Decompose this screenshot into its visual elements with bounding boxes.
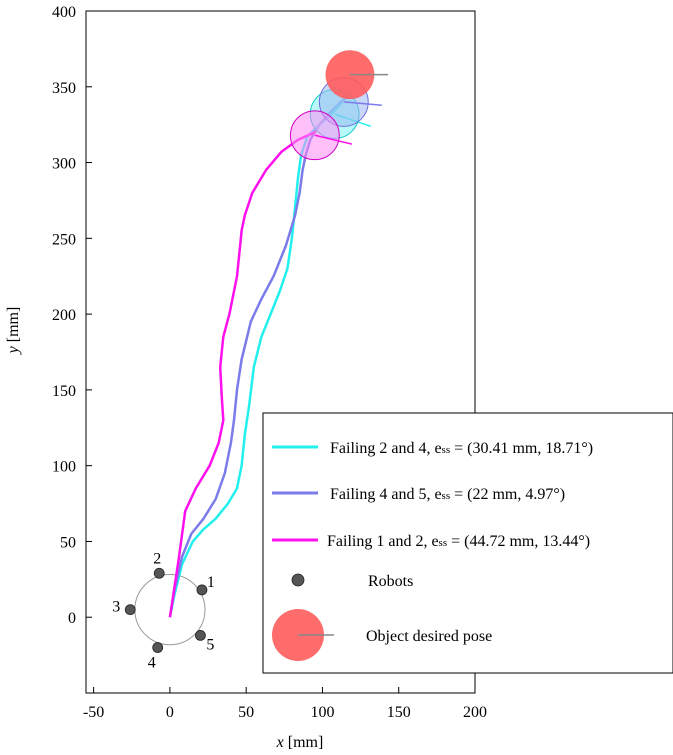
robot-label-5: 5 [206, 636, 214, 653]
y-tick-label: 300 [52, 156, 76, 173]
x-tick-label: 200 [463, 704, 487, 721]
robot-label-2: 2 [153, 550, 161, 567]
x-axis-ticks: -50 0 50 100 150 200 [83, 687, 487, 721]
robot-label-1: 1 [207, 574, 215, 591]
y-tick-label: 200 [52, 307, 76, 324]
x-tick-label: -50 [83, 704, 104, 721]
legend-label-failing-1-2: Failing 1 and 2, ess = (44.72 mm, 13.44°… [327, 533, 590, 550]
legend-swatch-robots [291, 573, 305, 587]
object-desired-pose-marker [325, 50, 389, 100]
plot-layer [124, 50, 389, 653]
y-axis-title: y [mm] [5, 307, 22, 356]
robot-labels: 1 2 3 4 5 [112, 550, 215, 671]
legend: Failing 2 and 4, ess = (30.41 mm, 18.71°… [262, 412, 673, 674]
robot-markers [124, 567, 208, 653]
x-axis-title: x [mm] [276, 734, 324, 751]
x-tick-label: 50 [238, 704, 254, 721]
robot-marker-3 [124, 604, 136, 616]
robot-label-4: 4 [148, 655, 156, 672]
plot-frame [85, 10, 476, 694]
y-tick-label: 100 [52, 459, 76, 476]
legend-label-failing-2-4: Failing 2 and 4, ess = (30.41 mm, 18.71°… [330, 440, 593, 457]
robot-marker-4 [152, 642, 164, 653]
y-tick-label: 150 [52, 383, 76, 400]
y-tick-label: 250 [52, 231, 76, 248]
y-tick-label: 400 [52, 4, 76, 21]
robot-marker-5 [195, 630, 206, 641]
y-tick-label: 350 [52, 80, 76, 97]
y-tick-label: 50 [60, 534, 76, 551]
trajectory-failing-1-2 [168, 131, 316, 618]
robot-marker-1 [196, 584, 208, 596]
x-tick-label: 0 [166, 704, 174, 721]
final-orientation-failing-1-2 [314, 134, 353, 145]
x-tick-label: 150 [387, 704, 411, 721]
robot-label-3: 3 [112, 599, 120, 616]
legend-label-object-desired-pose: Object desired pose [366, 628, 492, 645]
y-tick-label: 0 [68, 610, 76, 627]
x-tick-label: 100 [310, 704, 334, 721]
robot-marker-2 [153, 567, 165, 579]
final-orientation-failing-4-5 [343, 101, 382, 107]
legend-label-robots: Robots [368, 573, 413, 590]
y-axis-ticks: 0 50 100 150 200 250 300 350 400 [52, 4, 92, 627]
legend-box [262, 412, 673, 674]
legend-label-failing-4-5: Failing 4 and 5, ess = (22 mm, 4.97°) [330, 486, 565, 503]
